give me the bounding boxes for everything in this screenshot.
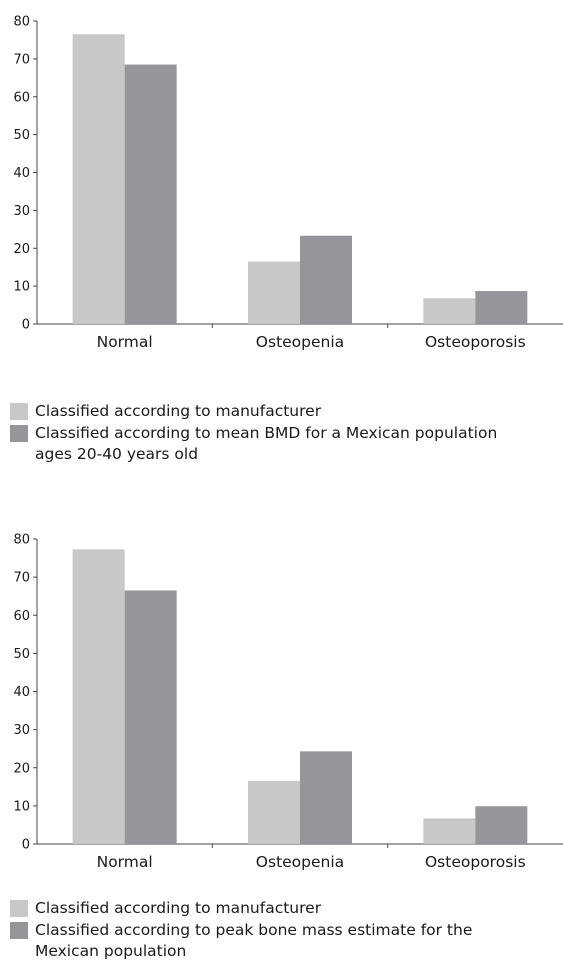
y-tick-label: 60 [13, 609, 30, 624]
y-tick-label: 20 [13, 242, 30, 257]
bar-osteoporosis-series-1 [423, 818, 476, 844]
bar-osteopenia-series-2 [300, 751, 352, 844]
bar-normal-series-2 [124, 64, 177, 325]
legend-item-mean-bmd: Classified according to mean BMD for a M… [10, 423, 555, 465]
bar-osteoporosis-series-2 [475, 806, 528, 844]
legend-label: Classified according to peak bone mass e… [35, 921, 473, 960]
legend-label: Classified according to manufacturer [35, 402, 322, 420]
legend-label: Classified according to mean BMD for a M… [35, 424, 498, 463]
y-tick-label: 30 [13, 723, 30, 738]
chart-2-legend: Classified according to manufacturer Cla… [10, 898, 555, 963]
y-tick-label: 70 [13, 52, 30, 67]
y-tick-label: 40 [13, 685, 30, 700]
bar-osteoporosis-series-2 [475, 291, 528, 324]
bar-osteopenia-series-1 [248, 261, 300, 324]
chart-1-legend: Classified according to manufacturer Cla… [10, 401, 555, 466]
y-tick-label: 30 [13, 204, 30, 219]
legend-swatch-light [10, 403, 28, 420]
y-tick-label: 80 [13, 15, 30, 30]
x-category-label: Osteopenia [256, 333, 344, 351]
y-tick-label: 40 [13, 166, 30, 181]
y-tick-label: 60 [13, 90, 30, 105]
chart-2-svg: 0 10 20 30 40 50 60 70 80 Normal Osteopenia Osteopo… [13, 533, 563, 871]
y-tick-label: 20 [13, 761, 30, 776]
legend-item-manufacturer: Classified according to manufacturer [10, 898, 555, 919]
y-tick-label: 10 [13, 280, 30, 295]
y-tick-label: 50 [13, 128, 30, 143]
y-tick-label: 80 [13, 533, 30, 548]
bar-osteoporosis-series-1 [423, 298, 476, 324]
y-tick-label: 10 [13, 799, 30, 814]
bar-osteopenia-series-2 [300, 235, 352, 324]
y-tick-label: 0 [22, 838, 30, 853]
x-category-label: Osteopenia [256, 853, 344, 871]
legend-swatch-dark [10, 922, 28, 939]
x-category-label: Normal [97, 853, 153, 871]
legend-item-manufacturer: Classified according to manufacturer [10, 401, 555, 422]
y-tick-label: 70 [13, 571, 30, 586]
y-tick-label: 50 [13, 647, 30, 662]
x-category-label: Osteoporosis [425, 333, 526, 351]
bar-normal-series-1 [72, 34, 125, 324]
legend-label: Classified according to manufacturer [35, 899, 322, 917]
bar-normal-series-2 [124, 590, 177, 844]
bar-normal-series-1 [72, 549, 125, 844]
y-tick-label: 0 [22, 318, 30, 333]
legend-swatch-dark [10, 425, 28, 442]
chart-1-svg: 0 10 20 30 40 50 60 70 80 Normal Osteopenia Osteopo… [13, 15, 563, 351]
legend-swatch-light [10, 900, 28, 917]
bar-chart-2: 0 10 20 30 40 50 60 70 80 Normal Osteopenia Osteopo… [0, 519, 563, 909]
legend-item-peak-bone-mass: Classified according to peak bone mass e… [10, 920, 555, 962]
bar-osteopenia-series-1 [248, 781, 300, 844]
x-category-label: Normal [97, 333, 153, 351]
x-category-label: Osteoporosis [425, 853, 526, 871]
bar-chart-1: 0 10 20 30 40 50 60 70 80 Normal Osteopenia Osteopo… [0, 0, 563, 390]
